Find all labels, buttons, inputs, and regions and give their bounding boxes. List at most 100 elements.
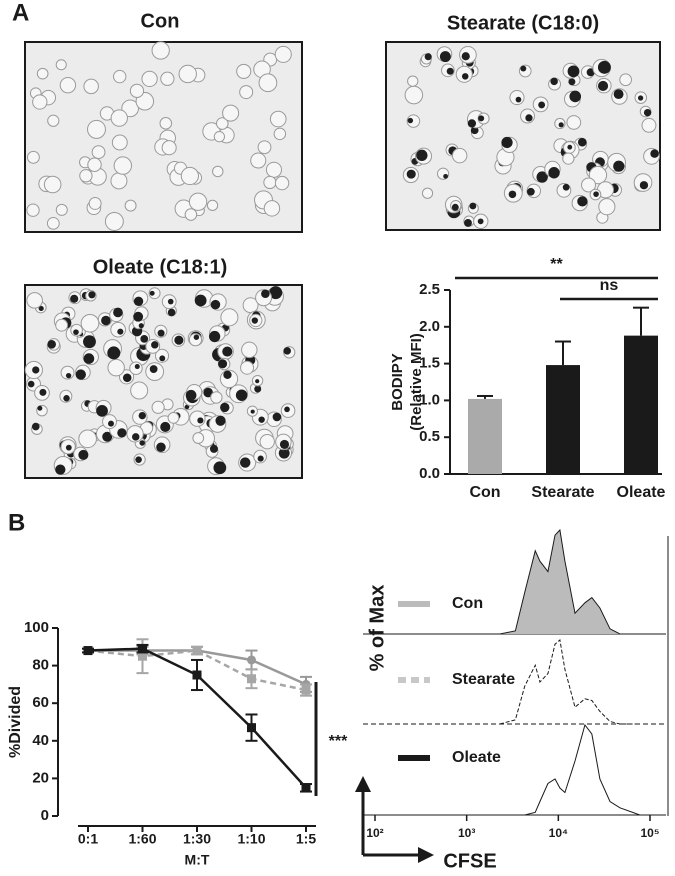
cell: [269, 110, 287, 128]
lipid-stain: [526, 187, 535, 196]
cell: [451, 147, 468, 164]
x-tick-label: 0:1: [78, 831, 98, 847]
lipid-stain: [257, 455, 264, 462]
y-tick-label: 0.0: [419, 465, 440, 482]
lipid-stain: [113, 307, 123, 318]
lipid-stain: [83, 335, 96, 349]
y-axis-label: BODIPY: [389, 353, 406, 411]
lipid-stain: [117, 328, 124, 335]
cell: [619, 73, 632, 87]
density-curve: [499, 639, 640, 725]
lipid-stain: [38, 305, 44, 312]
lipid-stain: [283, 347, 291, 355]
marker: [247, 723, 256, 733]
lipid-stain: [439, 51, 451, 63]
lipid-stain: [593, 191, 599, 197]
cell: [141, 70, 158, 88]
y-tick-label: 80: [32, 657, 49, 674]
cell: [239, 85, 254, 100]
x-tick-label: 10⁴: [549, 826, 568, 840]
y-tick-label: 40: [32, 732, 49, 749]
cell: [588, 165, 608, 185]
cell: [26, 203, 40, 217]
lipid-stain: [27, 380, 35, 388]
arrow-head: [418, 847, 434, 863]
marker: [138, 651, 147, 661]
legend-label: Con: [452, 595, 483, 612]
cell: [26, 292, 43, 309]
cell: [167, 412, 180, 424]
cell: [212, 165, 224, 178]
cell: [263, 175, 277, 190]
lipid-stain: [613, 89, 624, 100]
lipid-stain: [139, 440, 145, 446]
arrow-head: [355, 776, 371, 792]
lipid-stain: [407, 117, 414, 124]
lipid-stain: [558, 122, 564, 128]
lipid-stain: [96, 405, 108, 417]
cell: [274, 175, 290, 191]
cell: [404, 85, 424, 105]
cell: [250, 152, 267, 169]
lipid-stain: [149, 365, 158, 373]
image-title: Stearate (C18:0): [447, 12, 599, 34]
lipid-stain: [73, 329, 79, 335]
lipid-stain: [254, 385, 262, 393]
lipid-stain: [215, 415, 226, 426]
y-tick-label: 20: [32, 769, 49, 786]
cell: [43, 175, 62, 194]
lipid-stain: [469, 202, 477, 210]
lipid-stain: [272, 412, 282, 422]
cell: [160, 71, 175, 86]
lipid-stain: [32, 366, 40, 374]
x-axis-label: CFSE: [443, 850, 496, 872]
lipid-stain: [83, 353, 95, 364]
x-tick-label: Oleate: [617, 484, 666, 501]
lipid-stain: [108, 420, 114, 427]
cell: [130, 381, 149, 400]
lipid-stain: [461, 52, 470, 61]
marker: [192, 646, 202, 656]
cell: [180, 166, 199, 186]
lipid-stain: [637, 95, 644, 101]
lipid-stain: [132, 433, 140, 441]
lipid-stain: [174, 335, 184, 345]
cell: [257, 140, 272, 155]
cell: [273, 127, 287, 141]
y-tick-label: 2.5: [419, 281, 440, 298]
lipid-stain: [39, 388, 47, 396]
lipid-stain: [135, 456, 142, 463]
cell: [36, 67, 49, 80]
lipid-stain: [464, 219, 472, 227]
y-tick-label: 1.0: [419, 391, 440, 408]
x-tick-label: 1:60: [128, 831, 156, 847]
y-tick-label: 0: [41, 807, 49, 824]
cell: [104, 211, 124, 231]
cell: [258, 73, 278, 93]
cell: [240, 360, 255, 375]
lipid-stain: [157, 329, 165, 337]
marker: [83, 646, 93, 656]
panel-label: A: [12, 0, 29, 26]
lipid-stain: [577, 137, 587, 147]
legend-label: Stearate: [452, 671, 515, 688]
lipid-stain: [197, 417, 204, 424]
lipid-stain: [520, 65, 527, 72]
cell: [151, 400, 165, 414]
lipid-stain: [194, 294, 207, 307]
lipid-stain: [597, 60, 611, 74]
x-tick-label: 1:30: [183, 831, 211, 847]
lipid-stain: [138, 411, 146, 420]
cell: [79, 169, 93, 183]
lipid-stain: [149, 290, 155, 296]
lipid-stain: [167, 298, 174, 305]
cell: [188, 192, 208, 211]
cell: [110, 109, 128, 127]
cell: [206, 199, 219, 212]
y-tick-label: 0.5: [419, 428, 440, 445]
lipid-stain: [78, 449, 89, 460]
lipid-stain: [258, 416, 265, 423]
cell: [107, 358, 125, 377]
cell: [641, 117, 657, 133]
lipid-stain: [586, 68, 595, 77]
